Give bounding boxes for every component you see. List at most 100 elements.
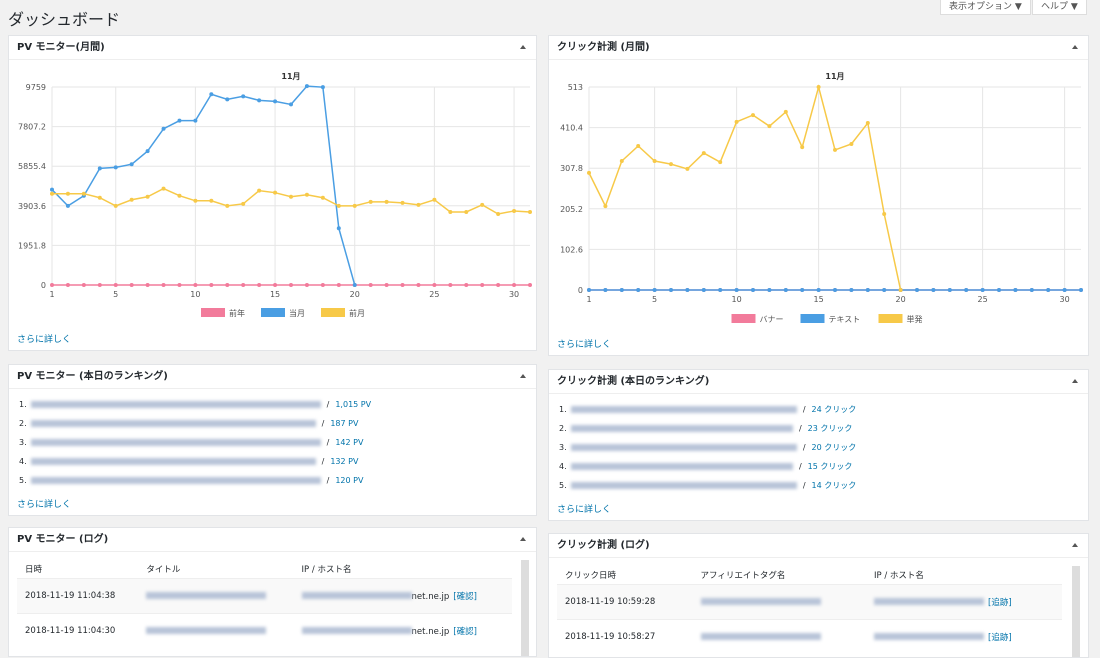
data-point [480,202,485,207]
rank-number: 3. [559,443,567,452]
count-link: 15 クリック [807,462,853,471]
x-tick-label: 1 [586,295,591,304]
legend-swatch [261,308,285,317]
data-point [161,126,166,131]
ranking-item: 4. / 132 PV [19,456,358,468]
panel-title: PV モニター (本日のランキング) [9,365,536,389]
data-point [432,197,437,202]
blurred-title [570,463,793,470]
data-point [1079,288,1083,292]
count-link: 24 クリック [811,405,857,414]
data-point [496,211,501,216]
rank-number: 2. [19,419,27,428]
data-point [464,283,469,287]
x-tick-label: 1 [49,290,54,299]
ranking-item: 1. / 1,015 PV [19,399,371,411]
rank-number: 1. [559,405,567,414]
click-ranking-panel: クリック計測 (本日のランキング) さらに詳しく 1. / 24 クリック 2. / 23… [548,369,1089,521]
data-point [257,188,262,193]
log-host: net.ne.jp [確認] [293,613,512,648]
data-point [464,209,469,214]
log-title [138,613,294,648]
more-link[interactable]: さらに詳しく [17,500,72,510]
host-name: net.ne.jp [411,592,450,602]
data-point [947,288,952,292]
log-table: 日時 タイトル IP / ホスト名 2018-11-19 11:04:38 net.ne… [17,560,512,648]
log-title [692,619,866,654]
data-point [193,118,198,123]
rank-number: 5. [559,481,567,490]
y-tick-label: 205.2 [560,205,583,214]
data-point [448,283,453,287]
legend-label: 前月 [349,308,365,318]
data-point [384,283,389,287]
action-link: [確認] [453,627,477,637]
data-point [304,192,309,197]
y-tick-label: 7807.2 [18,123,46,132]
rank-number: 4. [559,462,567,471]
data-point [193,283,198,287]
data-point [129,162,134,167]
screen-options-button[interactable]: 表示オプション ▼ [940,0,1031,15]
y-tick-label: 0 [41,281,46,290]
chart-title: 11月 [281,72,300,81]
data-point [81,191,86,196]
data-point [898,288,903,292]
data-point [865,121,870,126]
y-tick-label: 9759 [26,83,46,92]
scrollbar[interactable] [1072,566,1080,657]
page-title: ダッシュボード [8,10,121,29]
data-point [783,109,788,114]
data-point [800,288,805,292]
more-link[interactable]: さらに詳しく [557,340,612,350]
help-button[interactable]: ヘルプ ▼ [1032,0,1087,15]
data-point [97,195,102,200]
data-point [336,203,341,208]
column-header: アフィリエイトタグ名 [700,571,786,581]
data-point [669,162,673,167]
data-point [225,97,230,102]
action-link: [追跡] [988,633,1012,643]
ranking-item: 1. / 24 クリック [559,404,856,416]
data-point [528,283,532,287]
data-point [320,283,325,287]
ranking-item: 4. / 15 クリック [559,461,852,473]
blurred-title [30,439,321,446]
column-header: クリック日時 [565,571,617,581]
scrollbar[interactable] [521,560,529,656]
data-point [241,94,246,99]
data-point [964,288,969,292]
click-monthly-panel: クリック計測 (月間) 11月 0 102.6 205.2 307.8 410.4 513 1… [548,35,1089,356]
log-title [138,578,294,614]
data-point [619,158,624,163]
count-link: 14 クリック [811,481,857,490]
data-point [816,288,821,292]
column-header: IP / ホスト名 [874,571,924,581]
log-row: 2018-11-19 11:04:38 net.ne.jp [確認] [17,578,512,614]
rank-number: 2. [559,424,567,433]
blurred-host [301,591,412,599]
log-date: 2018-11-19 10:59:28 [557,584,693,620]
more-link[interactable]: さらに詳しく [557,505,612,515]
blurred-host [301,626,412,634]
legend-label: 当月 [289,308,305,318]
data-point [161,186,166,191]
y-tick-label: 1951.8 [18,241,46,250]
more-link[interactable]: さらに詳しく [17,335,72,345]
data-point [685,288,690,292]
data-point [97,166,102,171]
data-point [304,84,309,89]
x-tick-label: 5 [652,295,657,304]
count-link: 23 クリック [807,424,853,433]
header-row: クリック日時 アフィリエイトタグ名 IP / ホスト名 [557,566,1062,585]
data-point [273,190,278,195]
data-point [113,165,118,170]
data-point [718,160,723,165]
data-point [783,288,788,292]
data-point [209,198,214,203]
data-point [129,197,134,202]
separator: / [326,438,330,447]
data-point [161,283,166,287]
count-link: 20 クリック [811,443,857,452]
series-line [51,85,356,286]
